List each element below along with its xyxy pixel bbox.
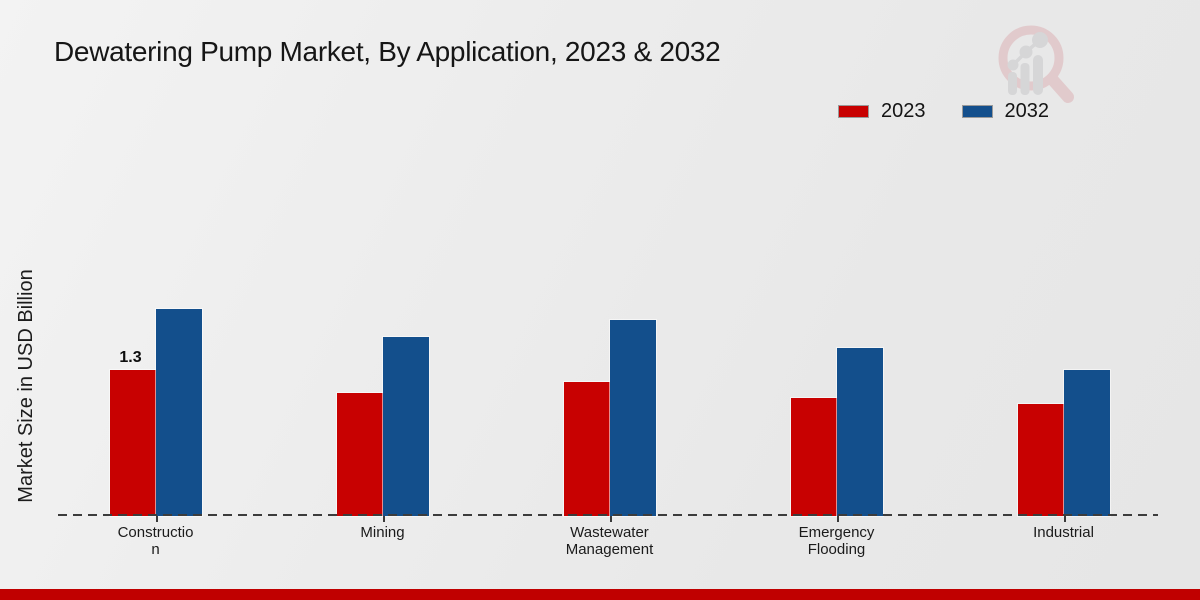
bar-group [336, 336, 429, 516]
magnifier-bar-chart-logo-icon [998, 25, 1074, 103]
legend-item-2032: 2032 [961, 100, 1050, 123]
bar-2032-emergency-flooding [836, 348, 883, 516]
bar-2032-construction [155, 308, 202, 516]
category-slot-mining: Mining [269, 0, 496, 600]
bar-group [1017, 370, 1110, 516]
bar-group [563, 320, 656, 516]
legend-swatch-2032-icon [961, 105, 993, 118]
x-axis-tick [1063, 516, 1066, 522]
category-slot-construction: 1.3 Constructio n [42, 0, 269, 600]
bar-value-label: 1.3 [119, 349, 142, 367]
legend-item-2023: 2023 [838, 100, 926, 123]
category-slot-industrial: Industrial [950, 0, 1177, 600]
x-axis-baseline [58, 514, 1158, 516]
bar-2023-emergency-flooding [790, 398, 837, 516]
legend-label-2032: 2032 [1004, 100, 1050, 122]
bar-group: 1.3 [109, 308, 202, 516]
category-label: Emergency Flooding [798, 524, 875, 558]
legend-label-2023: 2023 [881, 100, 926, 122]
x-axis-tick [836, 516, 839, 522]
category-label: Mining [360, 524, 405, 541]
bar-2032-mining [382, 336, 429, 516]
category-label: Wastewater Management [565, 524, 654, 558]
x-axis-tick [382, 516, 385, 522]
bottom-accent-bar [0, 589, 1200, 600]
y-axis-label: Market Size in USD Billion [15, 269, 37, 503]
plot-area: 1.3 Constructio n Mining Wastewater Managemen… [42, 0, 1177, 600]
bar-2032-wastewater-management [609, 320, 656, 516]
bar-2032-industrial [1063, 370, 1110, 516]
category-slot-wastewater-management: Wastewater Management [496, 0, 723, 600]
bar-2023-mining [336, 392, 383, 516]
category-slot-emergency-flooding: Emergency Flooding [723, 0, 950, 600]
bar-2023-wastewater-management [563, 381, 610, 516]
legend: 2023 2032 [838, 100, 1049, 123]
bar-group [790, 348, 883, 516]
x-axis-tick [155, 516, 158, 522]
bar-2023-industrial [1017, 404, 1064, 516]
legend-swatch-2023-icon [838, 105, 869, 118]
x-axis-tick [609, 516, 612, 522]
category-label: Constructio n [117, 524, 194, 558]
chart-title: Dewatering Pump Market, By Application, … [54, 36, 721, 67]
bar-2023-construction: 1.3 [109, 349, 156, 516]
category-label: Industrial [1033, 524, 1094, 541]
